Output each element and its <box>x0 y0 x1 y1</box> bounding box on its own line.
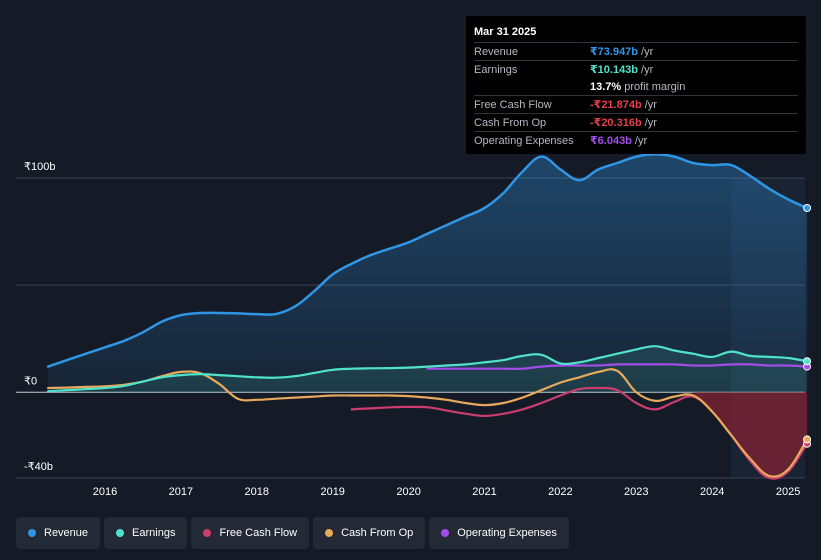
tooltip-label: Operating Expenses <box>474 134 574 147</box>
legend-item-free-cash-flow[interactable]: Free Cash Flow <box>191 517 310 549</box>
tooltip-unit: /yr <box>641 63 654 76</box>
tooltip-unit: /yr <box>634 134 648 147</box>
series-lines <box>46 153 809 480</box>
x-axis-label: 2017 <box>169 486 193 498</box>
circle-dot-icon <box>325 529 334 537</box>
tooltip-value: ₹10.143b <box>590 64 639 76</box>
legend-item-cash-from-op[interactable]: Cash From Op <box>313 517 426 549</box>
negative-cash-area <box>693 392 808 477</box>
tooltip-label: Earnings <box>474 63 518 76</box>
tooltip-value: -₹20.316b <box>590 117 642 129</box>
legend-label: Cash From Op <box>341 527 414 539</box>
y-axis-labels: ₹100b ₹0 -₹40b <box>24 161 55 473</box>
tooltip-row-profit-margin: 13.7% profit margin <box>474 78 798 95</box>
tooltip-label: Cash From Op <box>474 116 547 129</box>
cash-from-op-endpoint <box>803 435 812 444</box>
circle-dot-icon <box>441 529 450 537</box>
revenue-endpoint <box>803 204 812 212</box>
x-axis-label: 2020 <box>396 486 420 498</box>
x-axis-label: 2025 <box>776 486 800 498</box>
x-axis-label: 2016 <box>93 486 117 498</box>
circle-dot-icon <box>203 529 212 537</box>
legend-label: Revenue <box>44 527 89 539</box>
x-axis-label: 2023 <box>624 486 648 498</box>
tooltip-label: Free Cash Flow <box>474 98 552 111</box>
area-fills <box>48 154 808 477</box>
cash-from-op-line <box>47 368 809 478</box>
tooltip-row-revenue: Revenue ₹73.947b /yr <box>474 42 798 60</box>
x-axis-label: 2021 <box>472 486 496 498</box>
legend-label: Free Cash Flow <box>219 527 298 539</box>
earnings-endpoint <box>803 357 812 366</box>
x-axis-label: 2018 <box>245 486 269 498</box>
chart-legend: Revenue Earnings Free Cash Flow Cash Fro… <box>16 517 569 549</box>
legend-label: Operating Expenses <box>457 527 557 539</box>
y-axis-label: ₹100b <box>24 161 55 173</box>
circle-dot-icon <box>28 529 36 537</box>
y-axis-label: ₹0 <box>24 375 37 387</box>
tooltip-unit: /yr <box>644 116 657 129</box>
circle-dot-icon <box>116 529 125 537</box>
tooltip-unit: profit margin <box>624 80 686 93</box>
revenue-area <box>48 154 808 393</box>
tooltip-row-cash-from-op: Cash From Op -₹20.316b /yr <box>474 113 798 131</box>
tooltip-label: Revenue <box>474 45 519 58</box>
y-axis-label: -₹40b <box>24 461 53 473</box>
tooltip-row-operating-expenses: Operating Expenses ₹6.043b /yr <box>474 131 798 149</box>
x-axis-label: 2019 <box>320 486 344 498</box>
legend-item-revenue[interactable]: Revenue <box>16 517 101 549</box>
data-tooltip: Mar 31 2025 Revenue ₹73.947b /yr Earning… <box>466 16 806 154</box>
x-axis-label: 2024 <box>700 486 724 498</box>
revenue-line <box>46 153 809 368</box>
legend-item-earnings[interactable]: Earnings <box>104 517 188 549</box>
tooltip-unit: /yr <box>641 45 654 58</box>
tooltip-date: Mar 31 2025 <box>474 26 537 38</box>
series-endpoints <box>803 204 812 448</box>
tooltip-value: ₹6.043b <box>590 135 632 147</box>
tooltip-value: 13.7% <box>590 80 622 93</box>
earnings-line <box>47 345 809 393</box>
tooltip-row-free-cash-flow: Free Cash Flow -₹21.874b /yr <box>474 95 798 113</box>
legend-item-operating-expenses[interactable]: Operating Expenses <box>429 517 569 549</box>
tooltip-row-earnings: Earnings ₹10.143b /yr <box>474 60 798 78</box>
x-axis-label: 2022 <box>548 486 572 498</box>
tooltip-value: ₹73.947b <box>590 46 639 58</box>
x-axis-labels: 2016 2017 2018 2019 2020 2021 2022 2023 2024 2025 <box>93 486 801 498</box>
legend-label: Earnings <box>132 527 176 539</box>
tooltip-value: -₹21.874b <box>590 99 642 111</box>
operating-expenses-line <box>426 363 809 370</box>
tooltip-unit: /yr <box>644 98 657 111</box>
